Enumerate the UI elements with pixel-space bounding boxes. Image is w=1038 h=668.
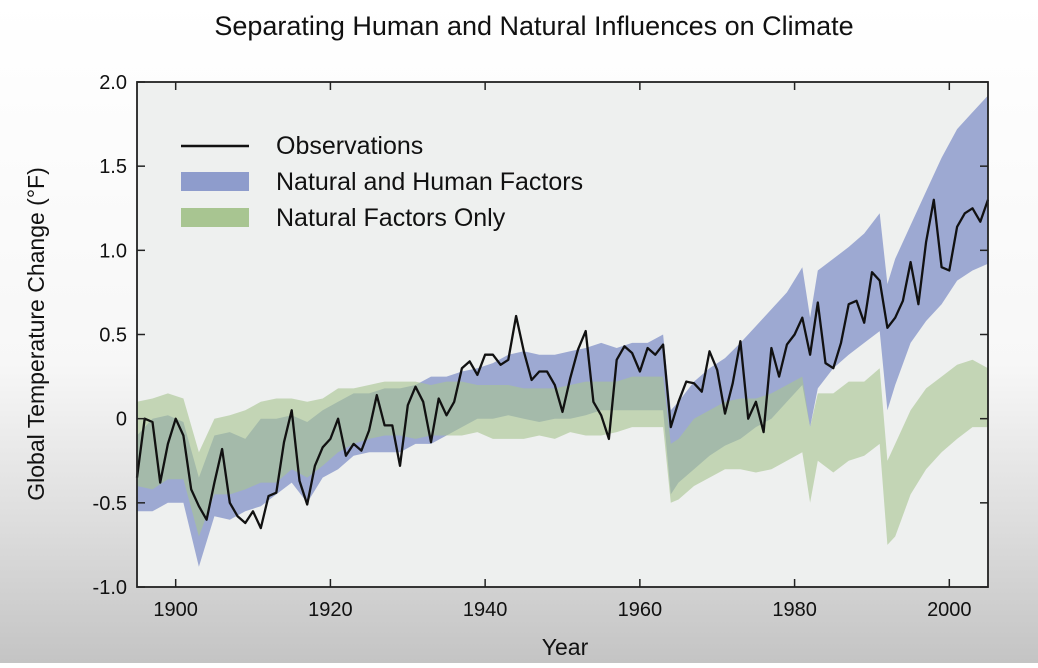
x-tick-label: 2000 bbox=[927, 599, 972, 621]
y-tick-label: 0 bbox=[116, 409, 127, 431]
band-natural-only bbox=[137, 359, 988, 545]
y-tick-label: 2.0 bbox=[99, 72, 127, 94]
x-tick-label: 1980 bbox=[772, 599, 817, 621]
x-tick-label: 1920 bbox=[308, 599, 353, 621]
y-axis-label: Global Temperature Change (°F) bbox=[23, 167, 49, 501]
x-axis-label: Year bbox=[542, 634, 589, 660]
legend-swatch-natural-and-human bbox=[181, 172, 249, 191]
chart-title: Separating Human and Natural Influences … bbox=[214, 11, 853, 41]
y-tick-label: 1.0 bbox=[99, 240, 127, 262]
legend-label-observations: Observations bbox=[276, 132, 423, 160]
ticks-layer bbox=[137, 81, 988, 588]
legend-label-natural-only: Natural Factors Only bbox=[276, 204, 506, 232]
legend-swatch-natural-only bbox=[181, 208, 249, 227]
x-tick-label: 1960 bbox=[618, 599, 663, 621]
y-tick-labels: -1.0 -0.5 0 0.5 1.0 1.5 2.0 bbox=[93, 72, 127, 599]
y-tick-label: -1.0 bbox=[93, 577, 127, 599]
y-tick-label: 0.5 bbox=[99, 325, 127, 347]
observations-line bbox=[135, 198, 990, 530]
y-tick-label: -0.5 bbox=[93, 493, 127, 515]
legend: Observations Natural and Human Factors N… bbox=[181, 132, 583, 232]
y-tick-label: 1.5 bbox=[99, 156, 127, 178]
x-tick-labels: 1900 1920 1940 1960 1980 2000 bbox=[153, 599, 971, 621]
x-tick-label: 1900 bbox=[153, 599, 198, 621]
x-tick-label: 1940 bbox=[463, 599, 508, 621]
legend-label-natural-and-human: Natural and Human Factors bbox=[276, 168, 583, 196]
observations-layer bbox=[135, 198, 990, 530]
